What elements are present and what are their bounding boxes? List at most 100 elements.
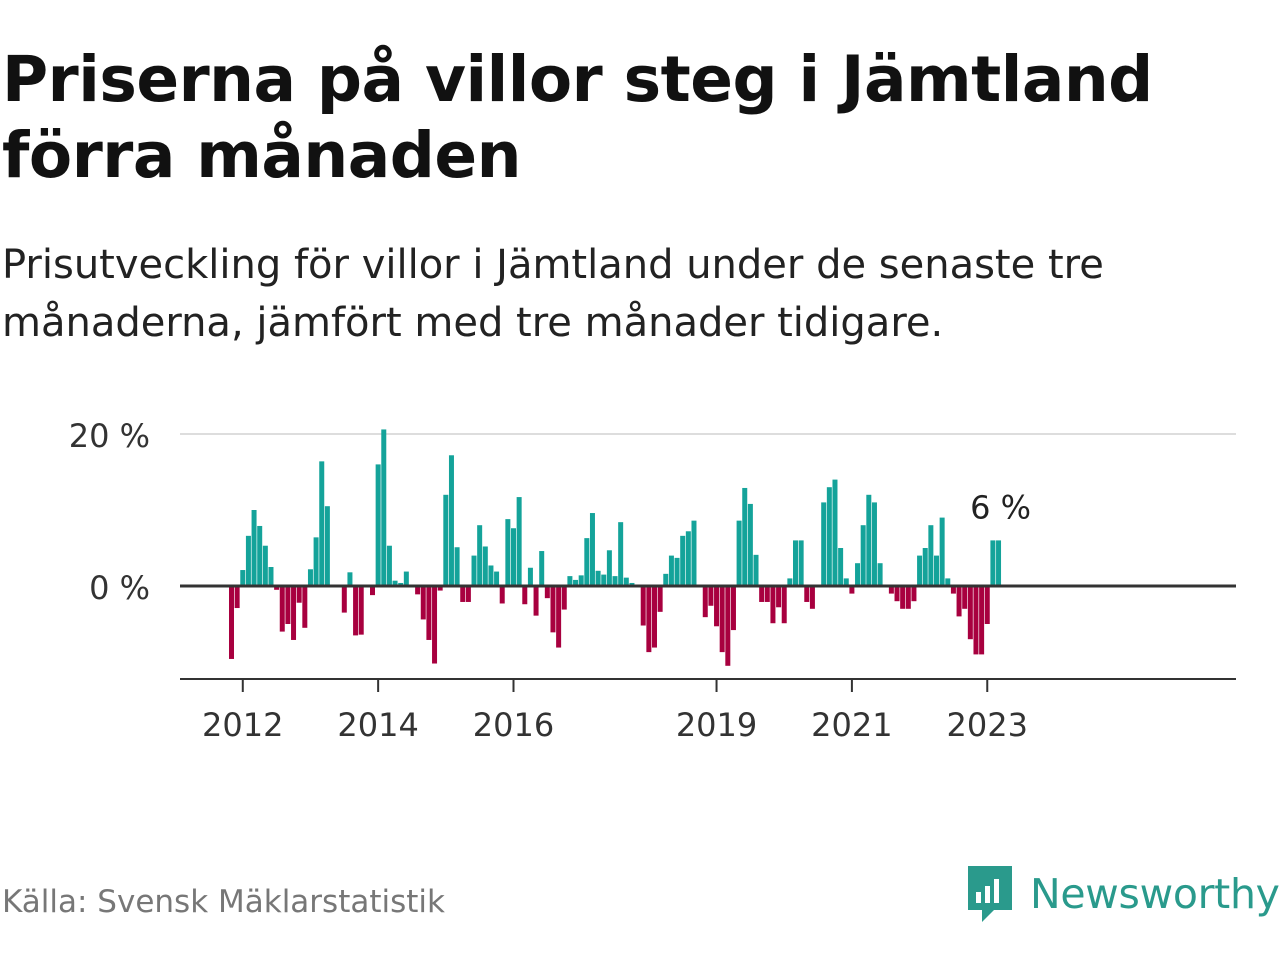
bar	[279, 586, 285, 632]
bar	[347, 572, 353, 586]
y-tick-label: 20 %	[69, 417, 150, 455]
latest-value-annotation: 6 %	[970, 488, 1031, 526]
bar	[821, 502, 827, 586]
bar	[736, 520, 742, 586]
bar	[934, 555, 939, 586]
bar	[578, 575, 584, 586]
bar	[245, 535, 251, 586]
bar	[527, 567, 533, 586]
bar	[945, 578, 951, 586]
x-tick-label: 2016	[473, 706, 554, 744]
bar	[905, 586, 911, 609]
bar	[770, 586, 776, 624]
axis-layer: 20 % 0 % 2012 2014 2016 2019 2021 2023 6 %	[69, 417, 1236, 744]
bar	[511, 528, 516, 586]
bar	[257, 525, 263, 586]
bar	[595, 570, 601, 586]
bar	[612, 576, 618, 586]
bar	[561, 586, 567, 610]
bar	[764, 586, 770, 602]
bars-layer	[229, 429, 1002, 666]
bar	[956, 586, 962, 617]
bar	[465, 586, 471, 602]
bar	[725, 586, 731, 666]
bar	[798, 540, 804, 586]
bar	[973, 586, 979, 655]
bar	[443, 494, 449, 586]
bar	[860, 525, 866, 586]
bar	[691, 520, 697, 586]
bar	[589, 513, 595, 586]
bar	[522, 586, 528, 605]
bar	[234, 586, 240, 609]
bar	[742, 487, 748, 586]
bar	[674, 557, 680, 586]
bar	[917, 555, 923, 586]
y-tick-label: 0 %	[89, 569, 150, 607]
bar	[432, 586, 438, 664]
bar-chart: 20 % 0 % 2012 2014 2016 2019 2021 2023 6 %	[69, 417, 1236, 744]
bar	[962, 586, 968, 609]
bar	[618, 522, 624, 586]
bar	[640, 586, 646, 626]
bar	[324, 506, 330, 586]
newsworthy-logo[interactable]: Newsworthy	[964, 862, 1280, 926]
bar	[629, 582, 635, 586]
bar	[601, 574, 607, 586]
bar	[747, 503, 753, 586]
bar	[922, 548, 928, 586]
bar	[533, 586, 539, 616]
bar	[702, 586, 708, 618]
bar	[448, 455, 454, 586]
bar	[623, 577, 629, 586]
bar	[877, 563, 883, 586]
bar	[680, 535, 686, 586]
newsworthy-logo-icon	[968, 866, 1012, 922]
bar	[550, 586, 556, 633]
bar	[584, 538, 590, 586]
bar	[437, 586, 443, 591]
bar	[291, 586, 297, 640]
bar	[381, 429, 387, 586]
x-tick-label: 2014	[337, 706, 418, 744]
bar	[849, 586, 855, 594]
bar	[730, 586, 736, 631]
x-tick-label: 2019	[676, 706, 757, 744]
bar	[809, 586, 815, 609]
bar	[996, 540, 1002, 586]
chart-title: Priserna på villor steg i Jämtland förra…	[2, 43, 1153, 192]
bar	[313, 537, 319, 586]
bar	[606, 550, 612, 586]
bar	[358, 586, 364, 635]
bar	[646, 586, 652, 653]
bar	[888, 586, 894, 594]
bar	[911, 586, 917, 602]
chart-subtitle: Prisutveckling för villor i Jämtland und…	[2, 242, 1104, 346]
bar	[826, 487, 832, 586]
bar	[386, 545, 392, 586]
bar	[663, 573, 669, 586]
bar	[274, 586, 280, 590]
bar	[900, 586, 906, 609]
bar	[296, 586, 302, 603]
bar	[990, 540, 996, 586]
bar	[505, 519, 511, 586]
bar	[967, 586, 973, 640]
bar	[950, 586, 956, 594]
bar	[285, 586, 291, 624]
bar	[832, 479, 838, 586]
bar	[753, 554, 759, 586]
bar	[240, 570, 246, 586]
bar	[855, 563, 861, 586]
bar	[573, 579, 579, 586]
bar	[415, 586, 421, 595]
bar	[804, 586, 810, 602]
bar	[984, 586, 990, 624]
bar	[793, 540, 798, 586]
bar	[714, 586, 720, 627]
bar	[567, 576, 573, 586]
bar	[454, 547, 460, 586]
bar	[494, 571, 500, 586]
bar	[477, 525, 483, 586]
bar	[866, 494, 872, 586]
